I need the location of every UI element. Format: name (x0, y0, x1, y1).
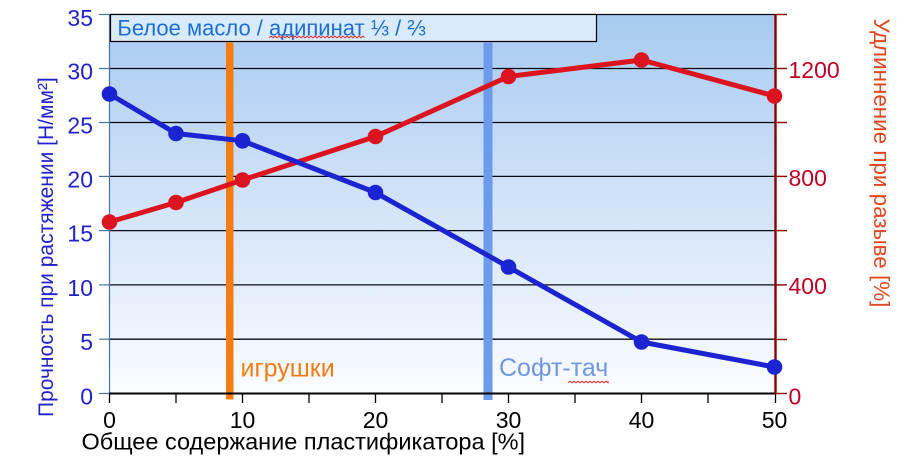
svg-text:5: 5 (80, 329, 93, 355)
svg-text:20: 20 (363, 407, 389, 433)
svg-text:Прочность при растяжении [Н/м: Прочность при растяжении [Н/мм²] (35, 77, 58, 417)
svg-text:0: 0 (789, 384, 802, 410)
svg-text:800: 800 (789, 165, 827, 191)
svg-text:1200: 1200 (789, 57, 840, 83)
svg-text:10: 10 (230, 407, 256, 433)
svg-text:50: 50 (762, 407, 788, 433)
svg-text:40: 40 (629, 407, 655, 433)
svg-text:10: 10 (67, 275, 93, 301)
svg-text:400: 400 (789, 273, 827, 299)
svg-text:15: 15 (67, 221, 93, 247)
svg-text:Общее содержание пластификатор: Общее содержание пластификатора [%] (82, 429, 526, 455)
svg-text:Удлиннение при разыве [%]: Удлиннение при разыве [%] (869, 19, 894, 308)
svg-text:игрушки: игрушки (241, 355, 335, 383)
svg-text:30: 30 (496, 407, 522, 433)
svg-text:Софт-тач: Софт-тач (499, 354, 608, 382)
svg-text:25: 25 (67, 113, 93, 139)
svg-text:30: 30 (67, 59, 93, 85)
svg-text:0: 0 (103, 407, 116, 433)
svg-text:0: 0 (80, 384, 93, 410)
svg-text:20: 20 (67, 166, 93, 192)
svg-text:35: 35 (67, 5, 93, 31)
